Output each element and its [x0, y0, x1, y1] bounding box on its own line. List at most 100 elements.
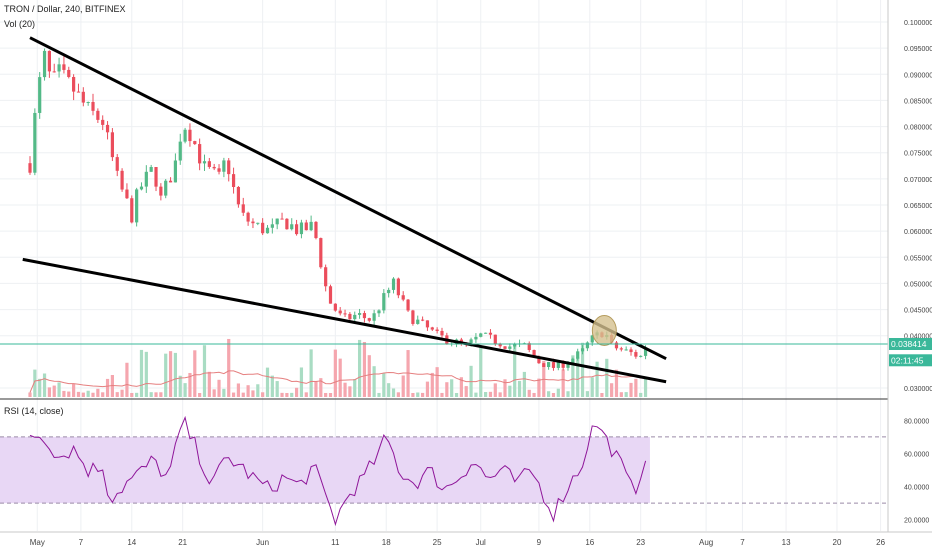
volume-bar — [639, 392, 643, 397]
candle-body — [391, 278, 396, 290]
candle-body — [401, 295, 405, 300]
candle-body — [440, 330, 444, 336]
candle-body — [614, 342, 619, 349]
price-tick-label: 0.090000 — [904, 72, 932, 79]
volume-bar — [72, 383, 76, 397]
volume-bar — [576, 357, 580, 397]
trendline[interactable] — [29, 36, 667, 361]
volume-bar — [319, 378, 323, 397]
candle-body — [38, 77, 42, 113]
rsi-legend[interactable]: RSI (14, close) — [4, 406, 64, 416]
candles — [28, 48, 648, 371]
rsi-tick-label: 80.0000 — [904, 418, 929, 425]
candle-body — [314, 221, 318, 239]
candle-body — [231, 174, 236, 187]
volume-bar — [605, 358, 609, 397]
volume-bar — [440, 392, 444, 397]
candle-body — [96, 110, 100, 120]
volume-bar — [101, 392, 105, 397]
candle-body — [430, 327, 434, 330]
candle-body — [246, 212, 250, 222]
volume-bar — [178, 375, 182, 397]
candle-body — [275, 218, 279, 225]
volume-bar — [324, 392, 328, 397]
candle-body — [474, 336, 478, 340]
candle-body — [212, 166, 216, 169]
candle-body — [425, 320, 430, 328]
volume-bar — [38, 378, 42, 397]
time-tick-label: 11 — [331, 538, 340, 547]
candle-body — [207, 161, 211, 167]
candle-body — [76, 91, 81, 93]
candle-body — [193, 141, 197, 145]
candle-body — [149, 167, 153, 172]
volume-bar — [488, 391, 493, 397]
candle-body — [367, 318, 371, 321]
volume-bar — [280, 392, 284, 397]
candle-body — [47, 50, 51, 72]
price-tick-label: 0.085000 — [904, 98, 932, 105]
trendline[interactable] — [22, 257, 667, 384]
volume-bar — [348, 386, 352, 397]
candle-body — [222, 160, 226, 172]
candle-body — [86, 102, 90, 104]
volume-bar — [86, 390, 90, 397]
volume-bar — [183, 383, 187, 397]
volume-bar — [164, 353, 168, 397]
candle-body — [488, 332, 493, 335]
volume-bar — [493, 383, 497, 397]
volume-bar — [115, 392, 119, 397]
candle-body — [590, 335, 594, 343]
volume-bar — [47, 387, 51, 397]
symbol-legend[interactable]: TRON / Dollar, 240, BITFINEX — [4, 4, 126, 14]
candle-body — [178, 141, 182, 161]
volume-bar — [513, 343, 517, 397]
highlight-circle — [591, 314, 617, 346]
candle-body — [198, 144, 202, 164]
candle-body — [396, 278, 400, 296]
volume-bar — [125, 362, 129, 397]
countdown-tag: 02:11:45 — [889, 354, 932, 367]
price-tick-label: 0.055000 — [904, 255, 932, 262]
volume-bar — [634, 378, 638, 397]
volume-bar — [62, 390, 66, 397]
volume-bar — [551, 392, 556, 397]
rsi-tick-label: 60.0000 — [904, 451, 929, 458]
volume-bar — [571, 355, 575, 397]
candle-body — [479, 333, 483, 337]
candle-body — [513, 344, 517, 347]
time-tick-label: Aug — [699, 538, 713, 547]
volume-bar — [600, 392, 604, 397]
volume-bar — [435, 367, 439, 397]
price-tick-label: 0.080000 — [904, 125, 932, 132]
volume-bar — [343, 382, 347, 397]
volume-bar — [416, 392, 420, 397]
volume-bar — [139, 349, 144, 397]
volume-bar — [154, 392, 158, 397]
rsi-series — [29, 415, 647, 527]
volume-bar — [270, 375, 274, 397]
volume-bar — [595, 361, 599, 397]
volume-bar — [508, 385, 512, 397]
candle-body — [643, 347, 648, 356]
volume-bar — [391, 388, 396, 397]
volume-bar — [188, 372, 192, 397]
volume-bar — [333, 349, 337, 397]
volume-bar — [580, 342, 585, 397]
volume-legend[interactable]: Vol (20) — [4, 19, 36, 29]
volume-bar — [328, 393, 333, 397]
time-tick-label: May — [30, 538, 45, 547]
volume-bar — [532, 392, 536, 397]
volume-bar — [382, 373, 386, 397]
volume-bar — [357, 339, 362, 397]
last-price-tag: 0.038414 — [889, 338, 932, 351]
time-tick-label: 20 — [833, 538, 842, 547]
candle-body — [580, 348, 585, 352]
volume-bar — [81, 392, 85, 397]
candle-body — [634, 352, 638, 357]
volume-bar — [76, 391, 81, 397]
price-tick-label: 0.040000 — [904, 334, 932, 341]
price-tick-label: 0.030000 — [904, 386, 932, 393]
candle-body — [159, 186, 163, 196]
rsi-tick-label: 20.0000 — [904, 518, 929, 525]
